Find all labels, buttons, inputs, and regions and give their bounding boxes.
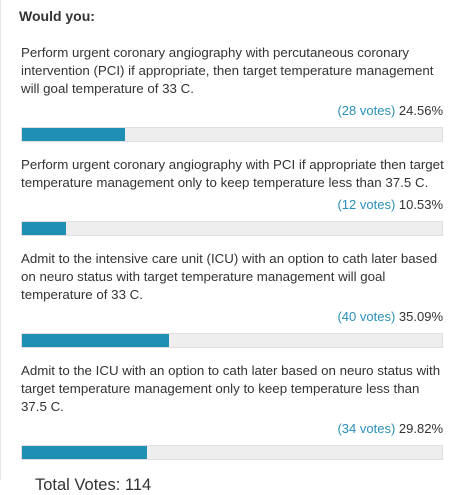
result-bar-track <box>21 445 443 460</box>
poll-option-1: Perform urgent coronary angiography with… <box>21 44 445 142</box>
total-votes: Total Votes: 114 <box>35 476 152 494</box>
result-bar-track <box>21 333 443 348</box>
poll-option-text: Perform urgent coronary angiography with… <box>21 45 434 96</box>
poll-option-result: (40 votes) 35.09% <box>21 308 443 325</box>
poll-option-text: Admit to the ICU with an option to cath … <box>21 363 441 414</box>
result-bar-track <box>21 127 443 142</box>
percent-label: 35.09% <box>398 309 443 324</box>
result-bar-fill <box>22 222 67 235</box>
result-bar-fill <box>22 334 170 347</box>
result-bar-track <box>21 221 443 236</box>
result-bar-fill <box>22 128 126 141</box>
poll-widget: Would you: Perform urgent coronary angio… <box>0 0 445 494</box>
votes-count-link[interactable]: (28 votes) <box>337 103 396 118</box>
percent-label: 10.53% <box>398 197 443 212</box>
votes-count-link[interactable]: (40 votes) <box>337 309 396 324</box>
poll-option-3: Admit to the intensive care unit (ICU) w… <box>21 250 445 348</box>
result-bar-fill <box>22 446 148 459</box>
poll-option-result: (34 votes) 29.82% <box>21 420 443 437</box>
percent-label: 29.82% <box>398 421 443 436</box>
poll-option-result: (28 votes) 24.56% <box>21 102 443 119</box>
poll-option-text: Perform urgent coronary angiography with… <box>21 157 444 190</box>
percent-label: 24.56% <box>398 103 443 118</box>
votes-count-link[interactable]: (12 votes) <box>337 197 396 212</box>
poll-title: Would you: <box>19 8 95 24</box>
poll-option-4: Admit to the ICU with an option to cath … <box>21 362 445 460</box>
poll-option-result: (12 votes) 10.53% <box>21 196 443 213</box>
poll-option-text: Admit to the intensive care unit (ICU) w… <box>21 251 438 302</box>
votes-count-link[interactable]: (34 votes) <box>337 421 396 436</box>
poll-option-2: Perform urgent coronary angiography with… <box>21 156 445 236</box>
